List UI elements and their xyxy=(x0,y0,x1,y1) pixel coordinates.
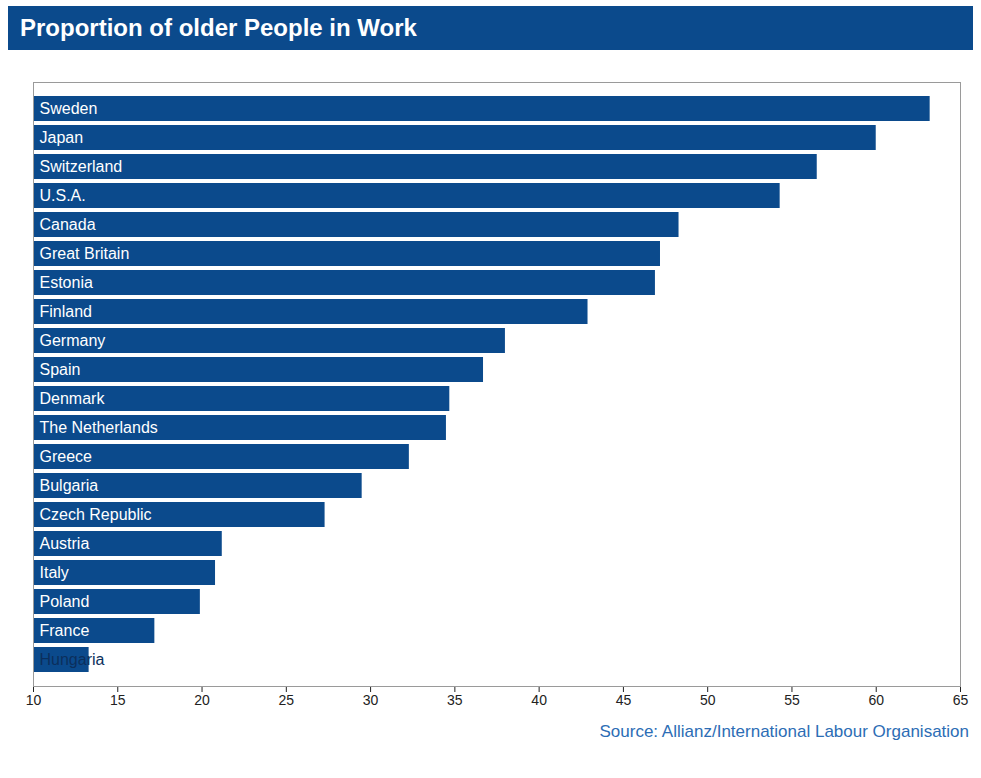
svg-text:65: 65 xyxy=(953,692,969,708)
svg-text:Great Britain: Great Britain xyxy=(40,245,130,262)
svg-text:55: 55 xyxy=(784,692,800,708)
svg-text:France: France xyxy=(40,622,90,639)
svg-text:25: 25 xyxy=(279,692,295,708)
svg-text:The Netherlands: The Netherlands xyxy=(40,419,158,436)
svg-text:Switzerland: Switzerland xyxy=(40,158,123,175)
svg-text:15: 15 xyxy=(110,692,126,708)
svg-text:50: 50 xyxy=(700,692,716,708)
svg-text:Bulgaria: Bulgaria xyxy=(40,477,99,494)
svg-text:Spain: Spain xyxy=(40,361,81,378)
svg-text:U.S.A.: U.S.A. xyxy=(40,187,86,204)
html-text:Proportion of older People in: Proportion of older People in Work xyxy=(20,14,417,41)
svg-text:Czech Republic: Czech Republic xyxy=(40,506,152,523)
svg-text:Sweden: Sweden xyxy=(40,100,98,117)
svg-text:10: 10 xyxy=(26,692,42,708)
svg-text:Japan: Japan xyxy=(40,129,84,146)
svg-text:45: 45 xyxy=(616,692,632,708)
svg-text:Hungaria: Hungaria xyxy=(40,651,105,668)
svg-text:20: 20 xyxy=(194,692,210,708)
svg-text:Denmark: Denmark xyxy=(40,390,106,407)
svg-text:35: 35 xyxy=(447,692,463,708)
svg-text:Germany: Germany xyxy=(40,332,106,349)
svg-text:Poland: Poland xyxy=(40,593,90,610)
svg-text:40: 40 xyxy=(531,692,547,708)
svg-text:Estonia: Estonia xyxy=(40,274,93,291)
svg-text:Canada: Canada xyxy=(40,216,96,233)
svg-text:Finland: Finland xyxy=(40,303,92,320)
html-text:Source: Allianz/International: Source: Allianz/International Labour Org… xyxy=(599,722,969,741)
svg-text:60: 60 xyxy=(868,692,884,708)
svg-text:Austria: Austria xyxy=(40,535,90,552)
svg-text:Greece: Greece xyxy=(40,448,93,465)
svg-text:Italy: Italy xyxy=(40,564,69,581)
svg-text:30: 30 xyxy=(363,692,379,708)
